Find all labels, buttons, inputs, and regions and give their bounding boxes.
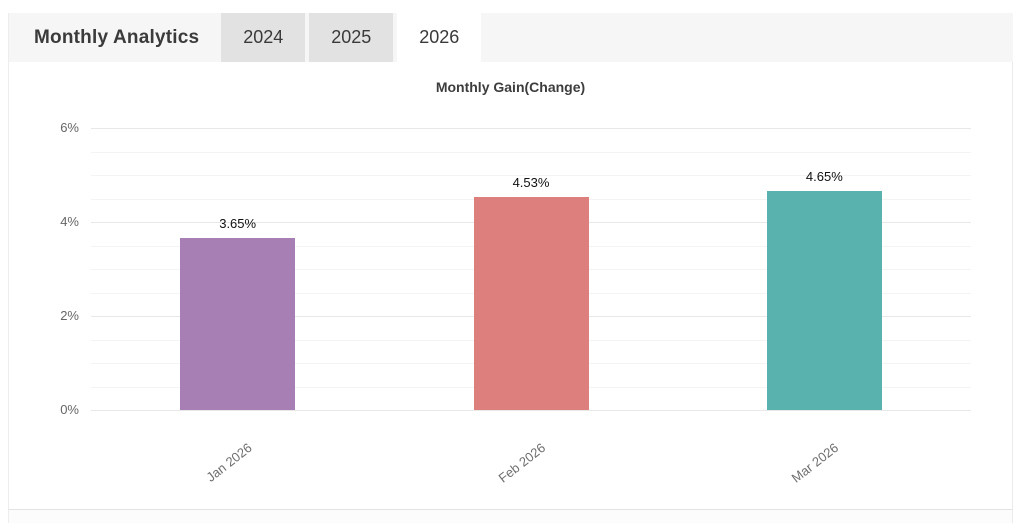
minor-gridline [91,151,971,153]
bar-feb-2026[interactable] [473,197,589,410]
next-section-strip [8,509,1013,523]
bar-value-mar-2026: 4.65% [805,169,843,185]
tab-2025[interactable]: 2025 [309,13,394,62]
x-axis-label-mar-2026: Mar 2026 [789,440,842,486]
x-axis-label-feb-2026: Feb 2026 [495,440,549,486]
major-gridline [91,128,971,129]
minor-gridline [91,175,971,176]
y-axis-tick-6pct: 6% [60,120,79,135]
tab-2024[interactable]: 2024 [221,13,306,62]
panel-title: Monthly Analytics [34,26,200,48]
x-axis-label-jan-2026: Jan 2026 [203,440,255,485]
bar-value-feb-2026: 4.53% [512,175,550,191]
bar-mar-2026[interactable] [766,191,882,410]
plot-area: 0% 2% 4% 6% 3.65% Jan 2026 4.53% Feb 2026 4.65% M… [60,120,971,486]
chart-title: Monthly Gain(Change) [435,79,586,95]
major-gridline [91,410,971,411]
panel-header: Monthly Analytics 2024 2025 2026 [8,13,1013,62]
y-axis-tick-4pct: 4% [60,214,79,229]
bar-value-jan-2026: 3.65% [219,216,257,232]
y-axis-tick-0pct: 0% [60,402,79,417]
year-tabs: 2024 2025 2026 [221,13,485,62]
chart-card: Monthly Gain(Change) 0% 2% 4% 6% 3.65% Jan 20… [8,62,1013,509]
tab-2026[interactable]: 2026 [397,13,482,62]
y-axis-tick-2pct: 2% [60,308,79,323]
bar-jan-2026[interactable] [180,238,296,410]
